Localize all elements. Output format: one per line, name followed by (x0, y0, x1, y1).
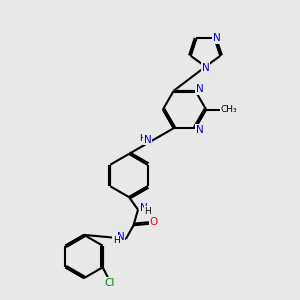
Text: Cl: Cl (104, 278, 115, 288)
Text: H: H (140, 134, 146, 142)
Text: N: N (117, 232, 124, 242)
Text: N: N (213, 33, 221, 43)
Text: N: N (202, 63, 209, 73)
Text: N: N (140, 203, 147, 213)
Text: N: N (196, 125, 204, 135)
Text: H: H (113, 236, 120, 245)
Text: N: N (196, 84, 204, 94)
Text: CH₃: CH₃ (221, 105, 238, 114)
Text: H: H (144, 207, 151, 216)
Text: N: N (144, 135, 152, 145)
Text: O: O (149, 217, 158, 227)
